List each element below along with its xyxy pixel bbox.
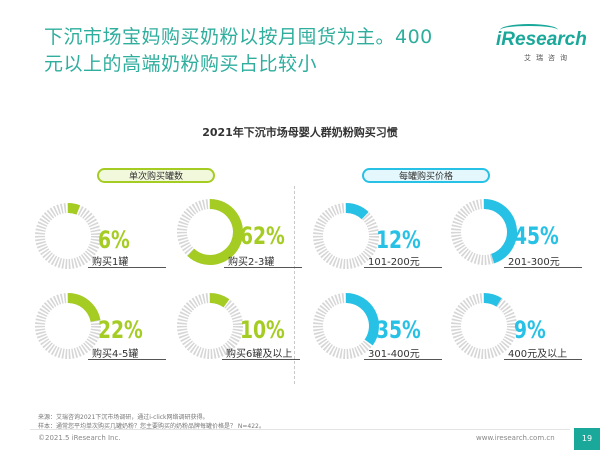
label-underline (504, 359, 582, 360)
sample-note: 样本：通常您平均单次购买几罐奶粉？您主要购买的奶粉品牌每罐价格是？ N=422。 (38, 423, 265, 430)
donut-track (451, 293, 517, 359)
page-number: 19 (574, 428, 600, 450)
donut-category-label: 购买2-3罐 (228, 257, 275, 268)
label-underline (222, 359, 300, 360)
donut-value-arc (483, 199, 517, 264)
headline-line-1: 下沉市场宝妈购买奶粉以按月囤货为主。400 (44, 26, 433, 48)
footnotes: 来源：艾瑞咨询2021下沉市场调研，通过i-click网络调研获得。 样本：通常… (38, 413, 265, 431)
group-label-can-count: 单次购买罐数 (97, 168, 215, 183)
donut-value-label: 10% (240, 316, 285, 344)
donut-category-label: 购买6罐及以上 (226, 349, 293, 360)
donut-category-label: 201-300元 (508, 257, 560, 268)
donut-track (313, 203, 379, 269)
headline-line-2: 元以上的高端奶粉购买占比较小 (44, 53, 318, 75)
section-divider (294, 186, 295, 384)
group-label-price: 每罐购买价格 (362, 168, 490, 183)
donut-value-arc (67, 293, 101, 323)
source-note: 来源：艾瑞咨询2021下沉市场调研，通过i-click网络调研获得。 (38, 414, 209, 421)
donut-value-arc (187, 199, 243, 265)
donut-value-arc (345, 203, 369, 220)
footer-rule (30, 429, 570, 430)
label-underline (88, 359, 166, 360)
logo-wordmark: iResearch (496, 29, 587, 50)
donut-value-arc (483, 293, 502, 307)
donut-value-arc (345, 293, 379, 346)
slide-headline: 下沉市场宝妈购买奶粉以按月囤货为主。400 元以上的高端奶粉购买占比较小 (44, 24, 484, 78)
label-underline (504, 267, 582, 268)
label-underline (88, 267, 166, 268)
website-link[interactable]: www.iresearch.com.cn (476, 434, 555, 442)
donut-category-label: 400元及以上 (508, 349, 568, 360)
copyright: ©2021.5 iResearch Inc. (38, 434, 121, 442)
donut-category-label: 301-400元 (368, 349, 420, 360)
donut-value-label: 12% (376, 226, 421, 254)
logo-arc-icon (500, 24, 558, 36)
label-underline (364, 359, 442, 360)
donut-value-label: 62% (240, 222, 285, 250)
chart-title: 2021年下沉市场母婴人群奶粉购买习惯 (202, 126, 398, 139)
donut-value-arc (67, 203, 81, 215)
donut-value-label: 6% (98, 226, 130, 254)
donut-value-label: 9% (514, 316, 546, 344)
iresearch-logo: iResearch 艾瑞咨询 (496, 24, 587, 67)
label-underline (224, 267, 302, 268)
donut-category-label: 101-200元 (368, 257, 420, 268)
donut-value-arc (209, 293, 230, 308)
donut-category-label: 购买4-5罐 (92, 349, 139, 360)
donut-value-label: 22% (98, 316, 143, 344)
donut-track (35, 203, 101, 269)
donut-value-label: 35% (376, 316, 421, 344)
logo-subtitle: 艾瑞咨询 (524, 54, 572, 62)
label-underline (364, 267, 442, 268)
donut-value-label: 45% (514, 222, 559, 250)
donut-category-label: 购买1罐 (92, 257, 129, 268)
